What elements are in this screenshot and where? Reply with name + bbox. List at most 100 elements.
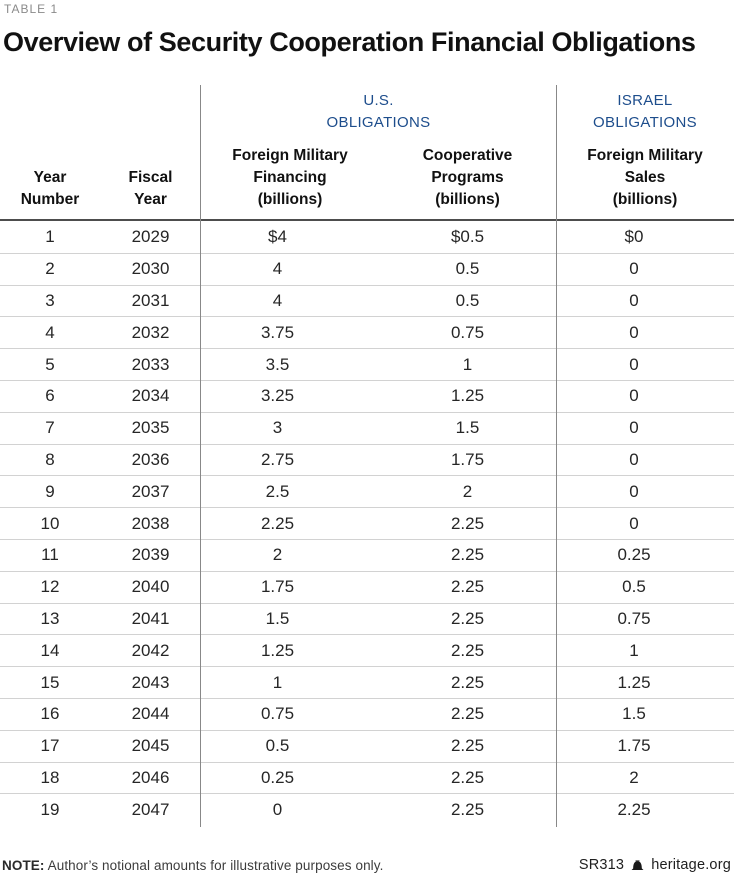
cell-cooperative-programs: 2.25 (450, 545, 485, 565)
footer-branding: SR313 heritage.org (579, 857, 731, 873)
cell-foreign-military-financing: 2.75 (260, 449, 295, 469)
cell-foreign-military-sales: 0 (629, 322, 639, 342)
cell-year-number: 11 (41, 545, 59, 565)
footnote: NOTE: Author’s notional amounts for illu… (2, 858, 383, 873)
cell-cooperative-programs: 1.25 (450, 386, 485, 406)
column-divider-right (556, 85, 557, 827)
column-header-fiscal-year: Fiscal Year (128, 169, 173, 208)
table-row: 8 2036 2.75 1.75 0 (0, 443, 734, 476)
table-row: 15 2043 1 2.25 1.25 (0, 666, 734, 698)
cell-foreign-military-sales: 0.25 (617, 545, 651, 565)
cell-fiscal-year: 2034 (131, 386, 170, 406)
cell-cooperative-programs: 0.75 (450, 322, 485, 342)
table-row: 11 2039 2 2.25 0.25 (0, 538, 734, 571)
cell-foreign-military-financing: 2.25 (260, 513, 295, 533)
cell-cooperative-programs: 2.25 (450, 513, 485, 533)
table-body: 1 2029 $4 $0.5 $0 2 2030 4 0.5 0 3 2031 … (0, 221, 734, 825)
column-header-cooperative-programs: Cooperative Programs (billions) (422, 147, 513, 208)
column-header-year-number: Year Number (20, 169, 80, 208)
cell-foreign-military-sales: 0 (629, 418, 639, 438)
table-row: 16 2044 0.75 2.25 1.5 (0, 697, 734, 730)
cell-foreign-military-financing: 2 (272, 545, 283, 565)
cell-foreign-military-sales: 2.25 (617, 799, 651, 819)
group-header-us-obligations: U.S. OBLIGATIONS (326, 92, 431, 131)
cell-foreign-military-sales: $0 (624, 226, 644, 246)
cell-cooperative-programs: 2.25 (450, 799, 485, 819)
cell-cooperative-programs: 2.25 (450, 767, 485, 787)
cell-fiscal-year: 2029 (131, 226, 170, 246)
cell-foreign-military-financing: $4 (268, 226, 287, 246)
cell-year-number: 12 (40, 577, 60, 597)
cell-foreign-military-sales: 0 (629, 386, 639, 406)
cell-fiscal-year: 2031 (131, 290, 170, 310)
cell-fiscal-year: 2033 (131, 354, 170, 374)
table-row: 14 2042 1.25 2.25 1 (0, 634, 734, 666)
table-row: 18 2046 0.25 2.25 2 (0, 761, 734, 794)
cell-foreign-military-financing: 2.5 (265, 481, 290, 501)
cell-foreign-military-sales: 1 (629, 640, 639, 660)
table-row: 12 2040 1.75 2.25 0.5 (0, 570, 734, 603)
cell-fiscal-year: 2038 (131, 513, 170, 533)
cell-foreign-military-sales: 2 (629, 767, 639, 787)
cell-cooperative-programs: 2.25 (450, 608, 485, 628)
footnote-text: Author’s notional amounts for illustrati… (44, 858, 384, 873)
cell-foreign-military-sales: 0 (629, 354, 639, 374)
column-divider-left (200, 85, 201, 827)
cell-foreign-military-sales: 0 (629, 259, 639, 279)
cell-fiscal-year: 2041 (131, 608, 170, 628)
cell-cooperative-programs: 0.5 (455, 259, 480, 279)
cell-fiscal-year: 2045 (131, 736, 170, 756)
table-row: 13 2041 1.5 2.25 0.75 (0, 602, 734, 635)
cell-fiscal-year: 2036 (131, 449, 170, 469)
table-row: 6 2034 3.25 1.25 0 (0, 379, 734, 412)
table-row: 3 2031 4 0.5 0 (0, 284, 734, 317)
group-header-row: U.S. OBLIGATIONS ISRAEL OBLIGATIONS (0, 85, 734, 137)
cell-cooperative-programs: 2.25 (450, 672, 485, 692)
cell-foreign-military-sales: 1.5 (622, 704, 646, 724)
cell-year-number: 8 (45, 449, 55, 469)
cell-cooperative-programs: 1.5 (455, 418, 480, 438)
cell-fiscal-year: 2043 (131, 672, 170, 692)
cell-foreign-military-financing: 3 (272, 418, 283, 438)
cell-fiscal-year: 2030 (131, 259, 170, 279)
cell-fiscal-year: 2046 (131, 767, 170, 787)
cell-fiscal-year: 2044 (131, 704, 170, 724)
cell-cooperative-programs: 2.25 (450, 577, 485, 597)
cell-foreign-military-sales: 0 (629, 481, 639, 501)
cell-cooperative-programs: 2.25 (450, 640, 485, 660)
heritage-org-text: heritage.org (651, 857, 731, 873)
table-row: 7 2035 3 1.5 0 (0, 411, 734, 444)
cell-year-number: 17 (40, 736, 60, 756)
cell-foreign-military-financing: 1.5 (265, 608, 290, 628)
cell-cooperative-programs: 2 (462, 481, 473, 501)
group-header-spacer (0, 85, 201, 90)
cell-foreign-military-sales: 0 (629, 449, 639, 469)
cell-year-number: 18 (40, 767, 60, 787)
cell-foreign-military-financing: 0.5 (265, 736, 290, 756)
cell-fiscal-year: 2042 (131, 640, 170, 660)
page-title: Overview of Security Cooperation Financi… (3, 27, 696, 57)
cell-cooperative-programs: $0.5 (450, 226, 485, 246)
cell-foreign-military-sales: 0 (629, 513, 639, 533)
table-row: 19 2047 0 2.25 2.25 (0, 793, 734, 825)
cell-cooperative-programs: 1 (462, 354, 473, 374)
cell-year-number: 5 (45, 354, 55, 374)
column-header-row: Year Number Fiscal Year Foreign Military… (0, 137, 734, 219)
table-row: 5 2033 3.5 1 0 (0, 348, 734, 380)
cell-year-number: 7 (45, 418, 55, 438)
cell-foreign-military-sales: 0.5 (622, 577, 646, 597)
table-row: 4 2032 3.75 0.75 0 (0, 316, 734, 348)
table-row: 10 2038 2.25 2.25 0 (0, 507, 734, 539)
cell-cooperative-programs: 2.25 (450, 736, 485, 756)
cell-foreign-military-financing: 1.25 (260, 640, 295, 660)
cell-fiscal-year: 2047 (131, 799, 170, 819)
cell-year-number: 16 (40, 704, 60, 724)
table-label: TABLE 1 (4, 2, 59, 16)
cell-foreign-military-sales: 1.75 (617, 736, 651, 756)
cell-foreign-military-financing: 0.25 (260, 767, 295, 787)
header-rule (0, 219, 734, 221)
cell-foreign-military-financing: 1.75 (260, 577, 295, 597)
cell-cooperative-programs: 1.75 (450, 449, 485, 469)
table-row: 9 2037 2.5 2 0 (0, 475, 734, 507)
